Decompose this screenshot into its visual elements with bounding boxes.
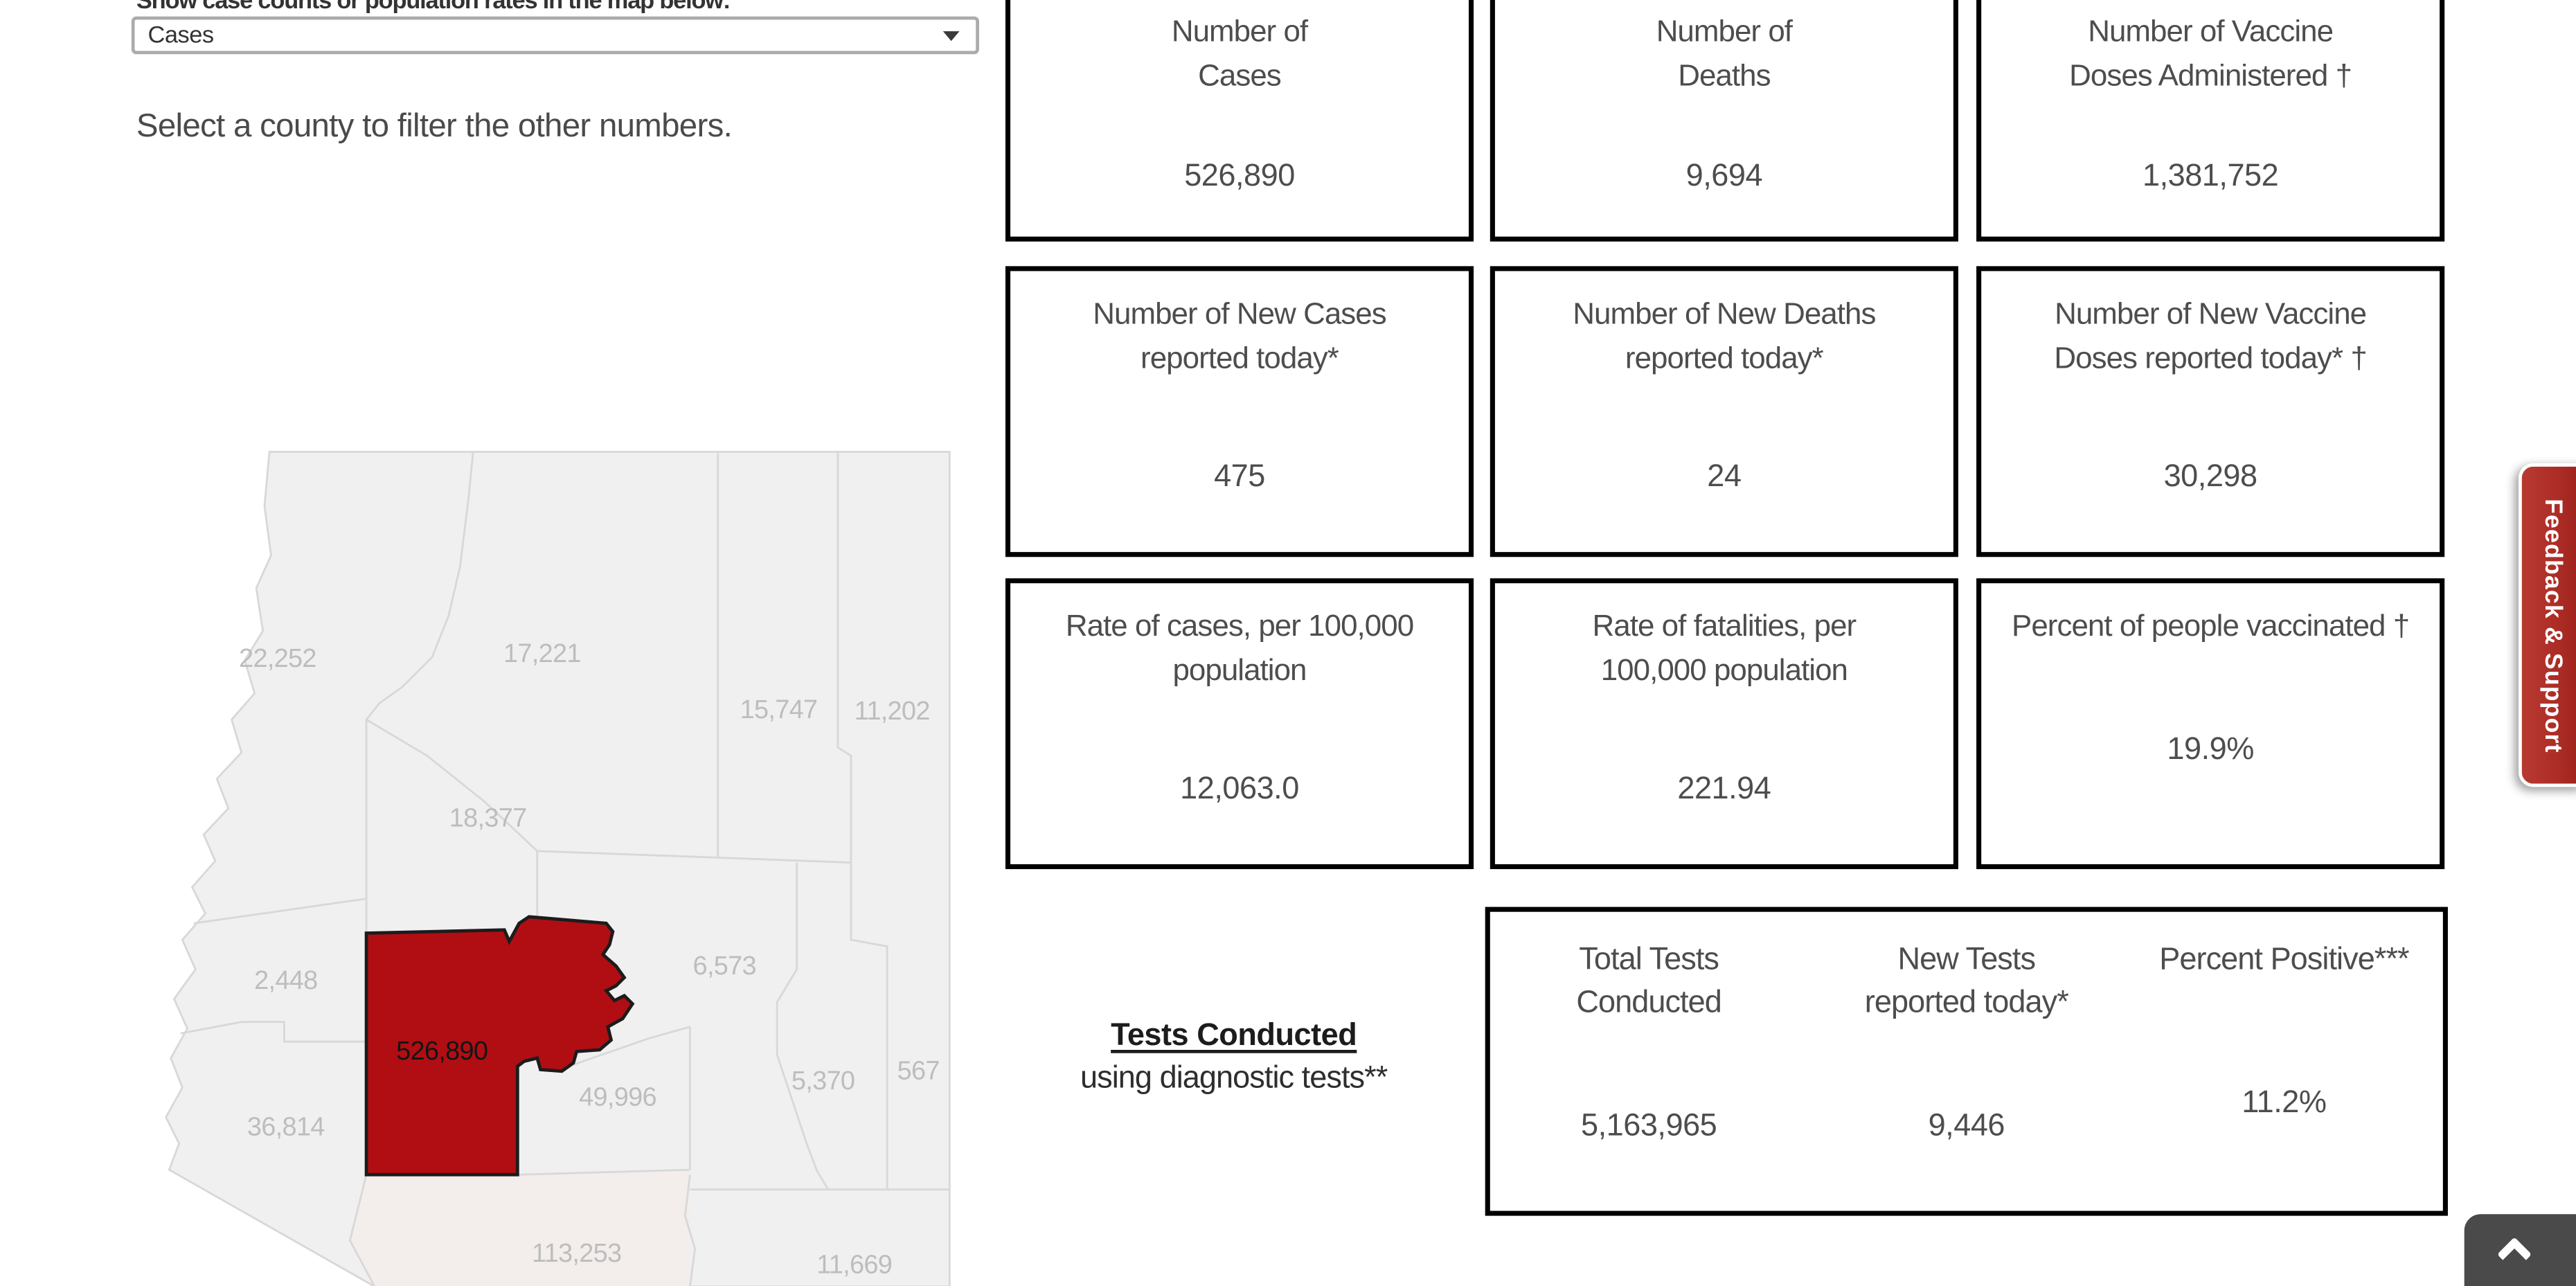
scroll-to-top-button[interactable] [2464, 1214, 2576, 1286]
county-borders [180, 452, 950, 1286]
card-value: 475 [1214, 460, 1265, 495]
card-value: 1,381,752 [2142, 159, 2279, 194]
card-title: Number of Vaccine Doses Administered † [2069, 12, 2352, 92]
arizona-county-map[interactable]: 22,252 17,221 15,747 11,202 18,377 2,448 6,573… [156, 427, 961, 1286]
card-value: 24 [1707, 460, 1742, 495]
card-case-rate: Rate of cases, per 100,000 population 12,… [1005, 578, 1474, 870]
tests-column-total: Total Tests Conducted 5,163,965 [1490, 912, 1808, 1211]
feedback-support-tab[interactable]: Feedback & Support [2518, 463, 2576, 787]
card-fatality-rate: Rate of fatalities, per 100,000 populatio… [1490, 578, 1958, 870]
card-value: 12,063.0 [1180, 772, 1299, 807]
county-label-cochise: 11,669 [816, 1251, 892, 1280]
card-value: 19.9% [2167, 733, 2254, 767]
card-value: 30,298 [2163, 460, 2258, 495]
card-new-deaths: Number of New Deaths reported today* 24 [1490, 266, 1958, 557]
county-label-gila: 6,573 [693, 952, 756, 981]
tests-column-percent-positive: Percent Positive*** 11.2% [2125, 912, 2443, 1211]
map-mode-dropdown[interactable]: Cases [131, 16, 979, 55]
tests-table: Total Tests Conducted 5,163,965 New Tests… [1485, 907, 2448, 1216]
county-pima-region[interactable] [350, 1170, 690, 1286]
card-title: Rate of fatalities, per 100,000 populatio… [1592, 607, 1857, 687]
county-label-navajo: 15,747 [740, 695, 818, 724]
card-value: 526,890 [1184, 159, 1295, 194]
county-label-yavapai: 18,377 [449, 803, 527, 832]
card-vaccine-doses: Number of Vaccine Doses Administered † 1,… [1976, 0, 2445, 242]
county-label-pima: 113,253 [532, 1239, 621, 1268]
column-header: Percent Positive*** [2159, 943, 2409, 978]
card-percent-vaccinated: Percent of people vaccinated † 19.9% [1976, 578, 2445, 870]
card-number-of-cases: Number of Cases 526,890 [1005, 0, 1474, 242]
card-title: Number of New Deaths reported today* [1573, 296, 1876, 375]
column-value: 9,446 [1928, 1109, 2005, 1144]
county-label-la-paz: 2,448 [254, 966, 317, 995]
county-label-yuma: 36,814 [247, 1112, 325, 1141]
card-title: Number of Cases [1171, 12, 1308, 92]
map-mode-label: Show case counts or population rates in … [136, 0, 731, 15]
tests-section-subtitle: using diagnostic tests** [1080, 1061, 1388, 1096]
tests-section-title: Tests Conducted [1111, 1018, 1357, 1053]
dropdown-arrow-icon [942, 31, 960, 42]
column-value: 11.2% [2242, 1086, 2327, 1121]
column-value: 5,163,965 [1581, 1109, 1717, 1144]
county-maricopa-selected[interactable] [364, 915, 635, 1177]
county-labels: 22,252 17,221 15,747 11,202 18,377 2,448 6,573… [239, 639, 940, 1280]
card-new-cases: Number of New Cases reported today* 475 [1005, 266, 1474, 557]
tests-section-label: Tests Conducted using diagnostic tests** [1051, 1015, 1416, 1100]
card-title: Percent of people vaccinated † [2011, 607, 2410, 643]
card-title: Number of Deaths [1656, 12, 1793, 92]
column-header: New Tests reported today* [1864, 943, 2069, 1021]
select-county-hint: Select a county to filter the other numb… [136, 108, 733, 145]
card-new-vaccine-doses: Number of New Vaccine Doses reported toda… [1976, 266, 2445, 557]
county-label-maricopa: 526,890 [396, 1037, 488, 1066]
chevron-up-icon [2496, 1237, 2532, 1272]
column-header: Total Tests Conducted [1576, 943, 1721, 1021]
card-title: Number of New Cases reported today* [1093, 296, 1386, 375]
tests-column-new: New Tests reported today* 9,446 [1807, 912, 2125, 1211]
state-outline [165, 451, 951, 1286]
feedback-support-label: Feedback & Support [2539, 498, 2567, 753]
county-label-pinal: 49,996 [579, 1083, 656, 1112]
county-label-apache: 11,202 [855, 697, 930, 726]
card-title: Number of New Vaccine Doses reported toda… [2054, 296, 2367, 375]
county-label-mohave: 22,252 [239, 644, 316, 673]
card-value: 9,694 [1685, 159, 1763, 194]
card-value: 221.94 [1677, 772, 1771, 807]
map-mode-selected-value: Cases [147, 23, 215, 50]
card-number-of-deaths: Number of Deaths 9,694 [1490, 0, 1958, 242]
card-title: Rate of cases, per 100,000 population [1065, 607, 1414, 687]
county-label-greenlee: 567 [897, 1057, 940, 1086]
county-label-coconino: 17,221 [503, 639, 581, 668]
county-label-graham: 5,370 [791, 1066, 855, 1096]
